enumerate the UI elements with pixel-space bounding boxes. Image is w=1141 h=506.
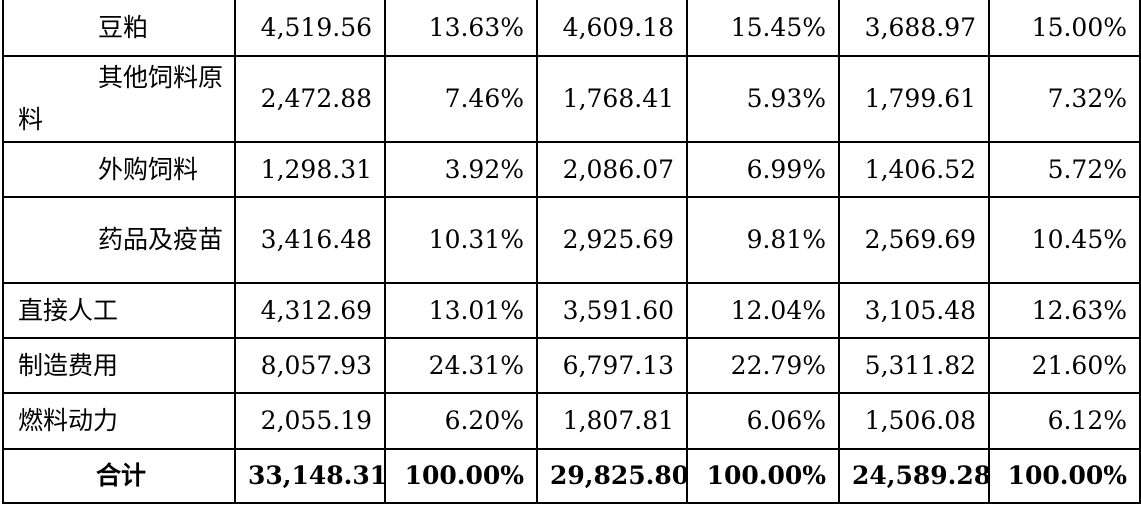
- cell-percent: 6.06%: [686, 392, 840, 450]
- total-percent: 100.00%: [384, 448, 538, 504]
- cell-percent: 10.45%: [988, 196, 1141, 284]
- cell-percent: 9.81%: [686, 196, 840, 284]
- row-label: 制造费用: [2, 337, 236, 394]
- cell-percent: 5.72%: [988, 141, 1141, 198]
- cell-value: 6,797.13: [536, 337, 688, 394]
- cell-value: 4,312.69: [234, 282, 386, 339]
- total-value: 33,148.31: [234, 448, 387, 504]
- cell-percent: 7.32%: [988, 55, 1141, 143]
- cell-percent: 6.12%: [988, 392, 1141, 450]
- cell-value: 1,768.41: [536, 55, 688, 143]
- row-label: 药品及疫苗: [2, 196, 236, 284]
- row-label: 燃料动力: [2, 392, 236, 450]
- total-percent: 100.00%: [686, 448, 840, 504]
- cell-value: 3,591.60: [536, 282, 688, 339]
- row-label: 豆粕: [2, 0, 236, 57]
- table-row-other-feed: 其他饲料原料 2,472.88 7.46% 1,768.41 5.93% 1,7…: [2, 55, 1141, 143]
- table-row-manufacturing-overhead: 制造费用 8,057.93 24.31% 6,797.13 22.79% 5,3…: [2, 337, 1141, 394]
- table-row-fuel-power: 燃料动力 2,055.19 6.20% 1,807.81 6.06% 1,506…: [2, 392, 1141, 450]
- cell-value: 2,925.69: [536, 196, 688, 284]
- cell-percent: 7.46%: [384, 55, 538, 143]
- cell-percent: 6.99%: [686, 141, 840, 198]
- cell-value: 1,506.08: [838, 392, 990, 450]
- row-label: 直接人工: [2, 282, 236, 339]
- cell-value: 1,807.81: [536, 392, 688, 450]
- cell-value: 4,609.18: [536, 0, 688, 57]
- cell-value: 1,298.31: [234, 141, 386, 198]
- cell-value: 3,105.48: [838, 282, 990, 339]
- cell-value: 5,311.82: [838, 337, 990, 394]
- cell-percent: 3.92%: [384, 141, 538, 198]
- cell-value: 2,086.07: [536, 141, 688, 198]
- total-percent: 100.00%: [988, 448, 1141, 504]
- table-row-soybean-meal: 豆粕 4,519.56 13.63% 4,609.18 15.45% 3,688…: [2, 0, 1141, 57]
- table-row-medicine-vaccine: 药品及疫苗 3,416.48 10.31% 2,925.69 9.81% 2,5…: [2, 196, 1141, 284]
- table-row-direct-labor: 直接人工 4,312.69 13.01% 3,591.60 12.04% 3,1…: [2, 282, 1141, 339]
- cell-value: 2,055.19: [234, 392, 386, 450]
- total-value: 29,825.80: [536, 448, 689, 504]
- row-label: 外购饲料: [2, 141, 236, 198]
- cell-percent: 5.93%: [686, 55, 840, 143]
- cell-percent: 10.31%: [384, 196, 538, 284]
- total-label: 合计: [2, 448, 236, 504]
- cell-percent: 22.79%: [686, 337, 840, 394]
- cell-value: 4,519.56: [234, 0, 386, 57]
- table-row-purchased-feed: 外购饲料 1,298.31 3.92% 2,086.07 6.99% 1,406…: [2, 141, 1141, 198]
- row-label: 其他饲料原料: [2, 55, 236, 143]
- cell-percent: 12.63%: [988, 282, 1141, 339]
- cell-percent: 6.20%: [384, 392, 538, 450]
- cell-percent: 15.45%: [686, 0, 840, 57]
- cell-percent: 12.04%: [686, 282, 840, 339]
- cell-value: 2,472.88: [234, 55, 386, 143]
- cell-percent: 15.00%: [988, 0, 1141, 57]
- table-row-total: 合计 33,148.31 100.00% 29,825.80 100.00% 2…: [2, 448, 1141, 504]
- cell-value: 1,799.61: [838, 55, 990, 143]
- cell-percent: 24.31%: [384, 337, 538, 394]
- cell-value: 3,416.48: [234, 196, 386, 284]
- cell-percent: 13.01%: [384, 282, 538, 339]
- cell-percent: 13.63%: [384, 0, 538, 57]
- cell-value: 3,688.97: [838, 0, 990, 57]
- cell-value: 8,057.93: [234, 337, 386, 394]
- cell-value: 2,569.69: [838, 196, 990, 284]
- total-value: 24,589.28: [838, 448, 991, 504]
- cell-value: 1,406.52: [838, 141, 990, 198]
- cell-percent: 21.60%: [988, 337, 1141, 394]
